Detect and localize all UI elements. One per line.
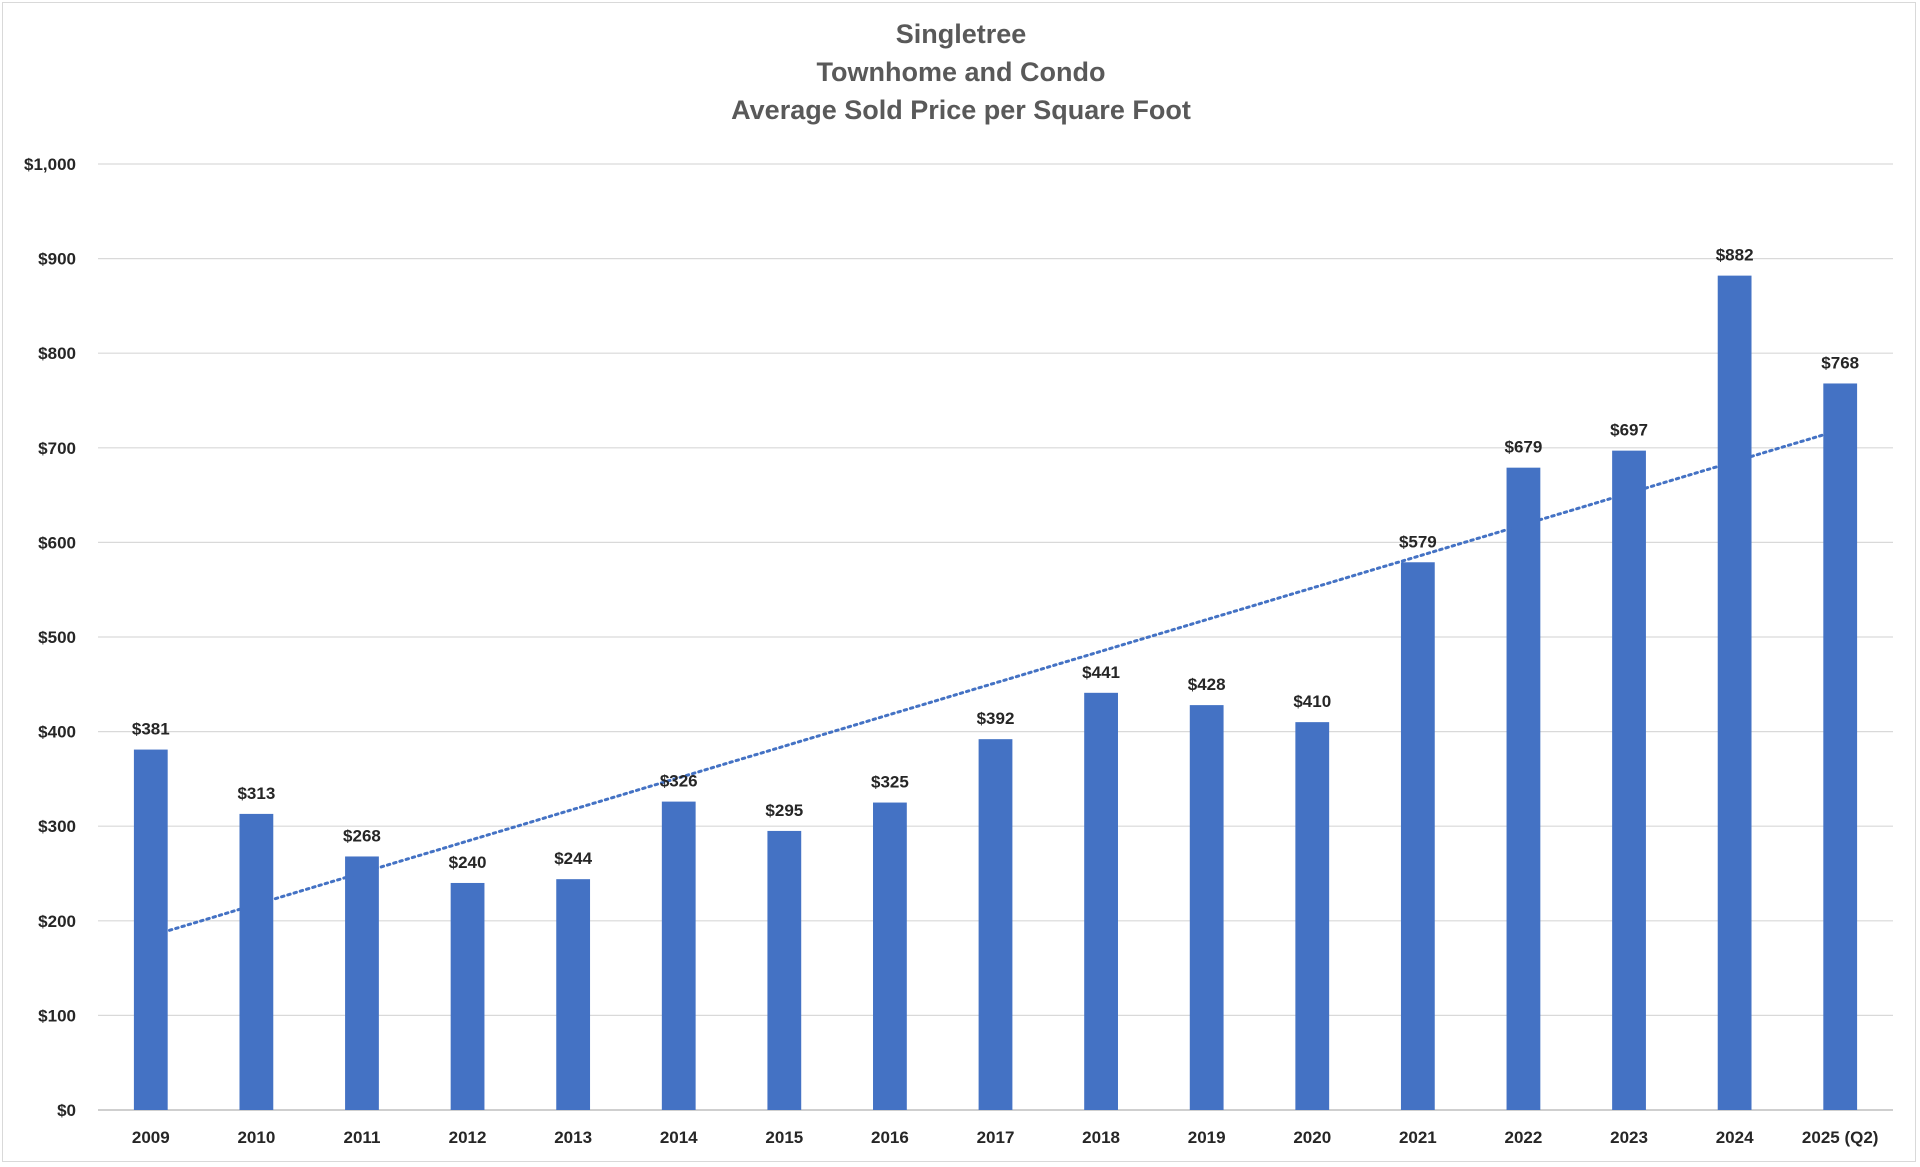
x-tick-label: 2017 [977,1128,1015,1147]
y-tick-label: $1,000 [24,155,76,174]
x-tick-label: 2020 [1293,1128,1331,1147]
x-tick-label: 2022 [1505,1128,1543,1147]
data-label: $768 [1821,353,1859,372]
data-labels: $381 $313 $268 $240 $244 $326 $295 $325 $392 $441… [132,246,1859,872]
bar [1823,383,1858,1110]
y-tick-label: $400 [38,723,76,742]
bar [873,802,907,1110]
y-tick-label: $300 [38,817,76,836]
x-tick-label: 2019 [1188,1128,1226,1147]
data-label: $679 [1505,438,1543,457]
x-tick-label: 2016 [871,1128,909,1147]
y-tick-label: $800 [38,344,76,363]
bar [1084,692,1118,1110]
y-tick-label: $100 [38,1006,76,1025]
y-tick-label: $900 [38,250,76,269]
data-label: $441 [1082,663,1120,682]
bar [556,879,591,1110]
x-tick-label: 2009 [132,1128,170,1147]
bar [661,801,696,1110]
x-axis-ticks: 2009 2010 2011 2012 2013 2014 2015 2016 2017 2018… [132,1128,1879,1147]
bar [978,739,1013,1110]
bar [767,830,802,1110]
bar [1189,705,1224,1110]
y-tick-label: $700 [38,439,76,458]
data-label: $579 [1399,532,1437,551]
bar [345,856,379,1110]
data-label: $268 [343,826,381,845]
chart-title-line-1: Singletree [896,19,1027,49]
y-tick-label: $0 [57,1101,76,1120]
data-label: $410 [1293,692,1331,711]
y-axis-ticks: $0 $100 $200 $300 $400 $500 $600 $700 $800 $900 $1… [24,155,76,1120]
x-tick-label: 2023 [1610,1128,1648,1147]
data-label: $244 [554,849,592,868]
bars [133,275,1858,1110]
y-tick-label: $200 [38,912,76,931]
y-tick-label: $600 [38,533,76,552]
data-label: $326 [660,772,698,791]
chart-title: Singletree Townhome and Condo Average So… [731,19,1191,125]
x-tick-label: 2021 [1399,1128,1437,1147]
x-tick-label: 2013 [554,1128,592,1147]
bar [239,813,274,1110]
data-label: $295 [765,801,803,820]
chart-title-line-3: Average Sold Price per Square Foot [731,95,1191,125]
bar-chart: Singletree Townhome and Condo Average So… [24,19,1893,1147]
x-tick-label: 2018 [1082,1128,1120,1147]
data-label: $240 [449,853,487,872]
data-label: $428 [1188,675,1226,694]
x-tick-label: 2024 [1716,1128,1754,1147]
bar [133,749,168,1110]
x-tick-label: 2015 [765,1128,803,1147]
bar [1506,467,1541,1110]
data-label: $381 [132,720,170,739]
data-label: $313 [237,784,275,803]
trendline [149,428,1842,938]
data-label: $325 [871,773,909,792]
x-tick-label: 2014 [660,1128,698,1147]
bar [1400,562,1435,1110]
trendline-line [149,428,1842,938]
y-tick-label: $500 [38,628,76,647]
bar [450,882,485,1110]
data-label: $882 [1716,246,1754,265]
bar [1612,450,1646,1110]
x-tick-label: 2025 (Q2) [1802,1128,1879,1147]
bar [1295,722,1330,1110]
data-label: $392 [977,709,1015,728]
x-tick-label: 2011 [344,1128,381,1147]
chart-title-line-2: Townhome and Condo [817,57,1106,87]
bar [1717,275,1752,1110]
data-label: $697 [1610,421,1648,440]
x-tick-label: 2012 [449,1128,487,1147]
gridlines [98,163,1893,1111]
x-tick-label: 2010 [237,1128,275,1147]
